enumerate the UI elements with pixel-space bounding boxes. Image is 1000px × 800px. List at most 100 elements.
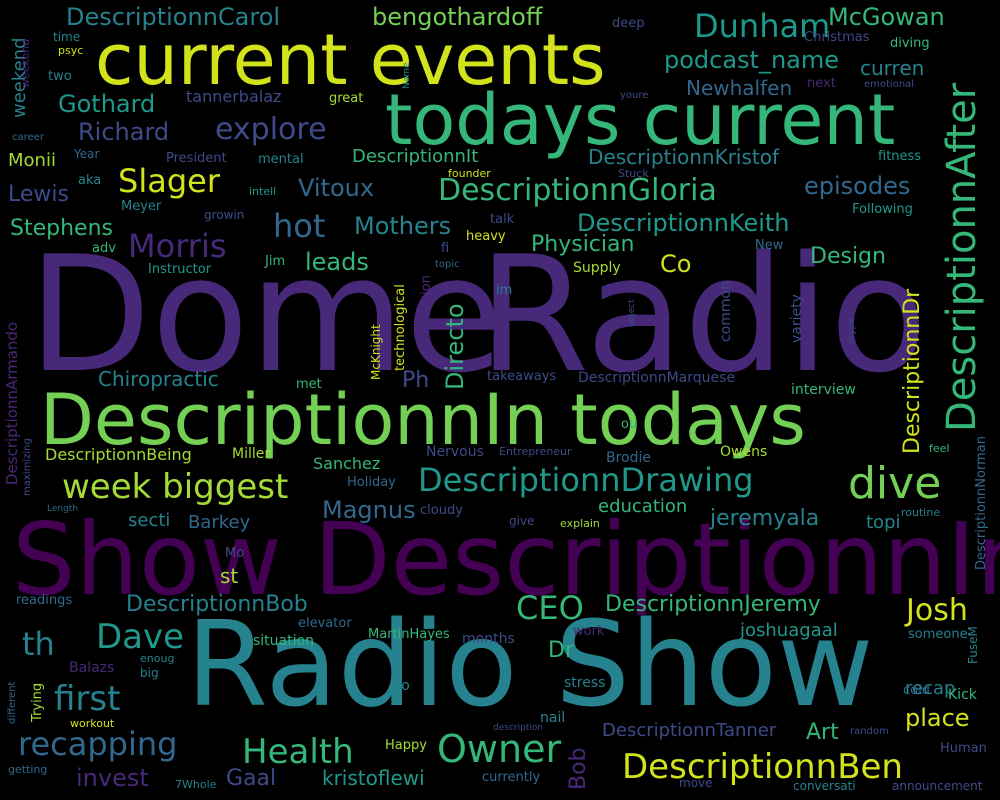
word-barkey: Barkey bbox=[188, 512, 251, 533]
word-sanchez: Sanchez bbox=[313, 454, 381, 473]
word-new: New bbox=[755, 238, 784, 253]
word-big: big bbox=[140, 666, 159, 680]
word-ceo: CEO bbox=[516, 589, 584, 627]
word-technological: technological bbox=[393, 284, 408, 371]
word-fitness: fitness bbox=[878, 149, 922, 164]
word-great: great bbox=[329, 91, 364, 106]
word-situation: situation bbox=[253, 633, 314, 649]
word-nail: nail bbox=[540, 710, 566, 726]
word-richard: Richard bbox=[78, 118, 170, 146]
word-dr: Dr bbox=[548, 638, 574, 663]
word-kristoflewi: kristoflewi bbox=[322, 766, 425, 790]
word-th: th bbox=[22, 625, 55, 663]
word-name: Name bbox=[402, 62, 412, 89]
word-readings: readings bbox=[16, 593, 73, 608]
word-chiropractic: Chiropractic bbox=[98, 367, 219, 391]
word-supply: Supply bbox=[573, 260, 621, 276]
word-work: work bbox=[573, 624, 605, 639]
word-dome: Dome bbox=[28, 221, 504, 408]
word-founder: founder bbox=[448, 167, 491, 180]
word-st: st bbox=[220, 564, 239, 588]
word-art: Art bbox=[806, 720, 839, 745]
word-feel: feel bbox=[929, 442, 950, 455]
word-diving: diving bbox=[890, 36, 930, 51]
word-months: months bbox=[462, 631, 515, 647]
word-monii: Monii bbox=[8, 150, 56, 171]
word-place: place bbox=[905, 704, 970, 732]
word-trying: Trying bbox=[30, 682, 45, 722]
word-education: education bbox=[598, 496, 688, 517]
word-adv: adv bbox=[92, 241, 116, 256]
word-explore: explore bbox=[215, 112, 327, 147]
word-mothers: Mothers bbox=[354, 212, 452, 240]
word-mo: Mo bbox=[225, 546, 245, 561]
word-takeaways: takeaways bbox=[487, 369, 557, 384]
word-curren: curren bbox=[860, 56, 925, 80]
word-morris: Morris bbox=[128, 227, 227, 265]
word-growin: growin bbox=[204, 208, 245, 222]
word-instructor: Instructor bbox=[148, 262, 212, 277]
word-christmas: Christmas bbox=[804, 30, 870, 45]
word-announcement: announcement bbox=[892, 779, 983, 793]
word-emotional: emotional bbox=[864, 79, 915, 90]
word-dtype: dtype bbox=[847, 318, 857, 344]
word-deep: deep bbox=[612, 16, 645, 31]
word-week-biggest: week biggest bbox=[62, 467, 289, 507]
word-invest: invest bbox=[76, 764, 149, 792]
word-move: move bbox=[679, 776, 713, 790]
word-descriptionngloria: DescriptionnGloria bbox=[438, 173, 717, 208]
word-talk: talk bbox=[490, 212, 515, 227]
word-descriptionnin-todays: DescriptionnIn todays bbox=[40, 379, 806, 461]
word-bengothardoff: bengothardoff bbox=[372, 3, 543, 31]
word-tannerbalaz: tannerbalaz bbox=[186, 87, 282, 106]
word-vitoux: Vitoux bbox=[298, 174, 375, 202]
word-enoug: enoug bbox=[140, 652, 175, 665]
word-descriptionnbeing: DescriptionnBeing bbox=[45, 445, 192, 464]
word-descriptionndrawing: DescriptionnDrawing bbox=[418, 461, 754, 499]
word-design: Design bbox=[810, 244, 886, 269]
word-meyer: Meyer bbox=[121, 199, 162, 214]
word-explain: explain bbox=[560, 517, 600, 530]
word-descriptionnjeremy: DescriptionnJeremy bbox=[605, 592, 821, 617]
word-mcknight: McKnight bbox=[369, 324, 383, 380]
word-youre: youre bbox=[620, 90, 649, 101]
word-radio-large: Radio bbox=[478, 221, 928, 408]
word-random: random bbox=[850, 726, 889, 737]
word-dave: Dave bbox=[96, 617, 185, 657]
word-aka: aka bbox=[78, 173, 102, 188]
word-ph: Ph bbox=[402, 368, 430, 393]
word-topic: topic bbox=[435, 259, 460, 270]
word-common: common bbox=[718, 281, 734, 342]
word-workout: workout bbox=[70, 717, 115, 730]
word-president: President bbox=[166, 151, 227, 166]
word-bob: Bob bbox=[566, 747, 591, 790]
word-show-descriptionnin: Show DescriptionnIn bbox=[12, 501, 1000, 618]
word-elevator: elevator bbox=[298, 616, 352, 631]
word-impression: impression bbox=[419, 275, 434, 346]
word-psyc: psyc bbox=[58, 44, 84, 57]
word-stephens: Stephens bbox=[10, 216, 113, 241]
word-first: first bbox=[54, 679, 121, 719]
word-gaal: Gaal bbox=[226, 766, 277, 791]
word-stuck: Stuck bbox=[618, 167, 649, 180]
word-jim: Jim bbox=[265, 254, 286, 269]
word-health: Health bbox=[242, 732, 354, 772]
word-brodie: Brodie bbox=[606, 450, 652, 466]
word-mcgowan: McGowan bbox=[828, 3, 945, 31]
word-descriptionnkristof: DescriptionnKristof bbox=[588, 145, 780, 169]
word-yo: yo bbox=[393, 678, 410, 694]
word-descriptionnkeith: DescriptionnKeith bbox=[577, 209, 790, 237]
word-different: different bbox=[7, 681, 18, 724]
word-length: Length bbox=[47, 504, 79, 514]
word-nervous: Nervous bbox=[426, 444, 484, 460]
word-fusem: FuseM bbox=[966, 626, 980, 664]
word-ou: ou bbox=[621, 417, 638, 432]
word-object: object bbox=[627, 299, 637, 327]
word-secti: secti bbox=[128, 510, 171, 531]
word-descriptionnmarquese: DescriptionnMarquese bbox=[578, 370, 736, 386]
word-fi: fi bbox=[441, 241, 450, 256]
word-following: Following bbox=[852, 202, 913, 217]
word-radio-show: Radio Show bbox=[186, 595, 874, 733]
word-dive: dive bbox=[848, 458, 942, 509]
word-variety: variety bbox=[789, 294, 805, 343]
